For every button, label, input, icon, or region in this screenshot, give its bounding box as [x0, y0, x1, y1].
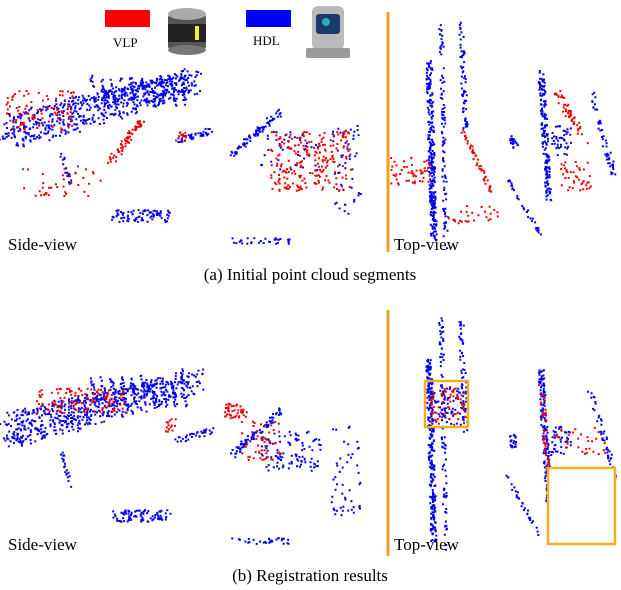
vlp-swatch	[105, 10, 150, 27]
point-clouds	[0, 22, 617, 551]
point-cloud	[6, 90, 612, 543]
caption: (b) Registration results	[232, 566, 388, 585]
figure: VLP HDL Side-view Top-view (a) Initial p…	[0, 0, 621, 590]
point-cloud	[0, 22, 617, 551]
vlp-sensor-icon	[168, 8, 206, 55]
hdl-label: HDL	[253, 33, 280, 48]
side-view-label: Side-view	[8, 535, 78, 554]
caption: (a) Initial point cloud segments	[204, 265, 416, 284]
hdl-sensor-icon	[306, 6, 350, 58]
side-view-label: Side-view	[8, 235, 78, 254]
zoom-inset	[548, 468, 615, 544]
top-view-label: Top-view	[394, 535, 460, 554]
hdl-swatch	[246, 10, 291, 27]
top-view-label: Top-view	[394, 235, 460, 254]
vlp-label: VLP	[113, 35, 138, 50]
